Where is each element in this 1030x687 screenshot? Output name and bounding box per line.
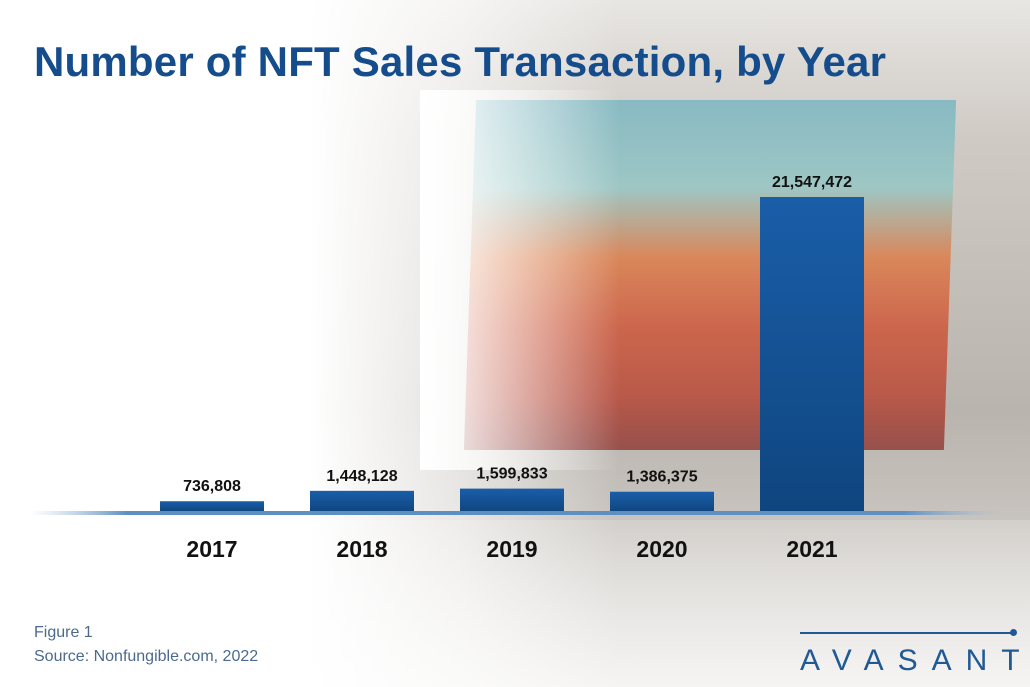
avasant-logo: AVASANT — [800, 644, 1030, 677]
x-tick-label-2020: 2020 — [636, 536, 687, 562]
logo-dot — [1010, 629, 1017, 636]
background-fade — [420, 90, 620, 470]
data-label-2018: 1,448,128 — [326, 468, 397, 485]
bar-2017 — [160, 501, 264, 512]
bar-2018 — [310, 490, 414, 512]
x-tick-label-2017: 2017 — [186, 536, 237, 562]
x-tick-label-2018: 2018 — [336, 536, 387, 562]
data-label-2017: 736,808 — [183, 478, 241, 495]
x-axis-line — [30, 511, 1000, 515]
source-label: Source: Nonfungible.com, 2022 — [34, 648, 259, 665]
figure-label: Figure 1 — [34, 624, 93, 641]
logo-line — [800, 632, 1012, 634]
background-fade-bottom — [0, 520, 1030, 687]
x-tick-label-2019: 2019 — [486, 536, 537, 562]
bar-2020 — [610, 491, 714, 512]
data-label-2020: 1,386,375 — [626, 469, 697, 486]
data-label-2019: 1,599,833 — [476, 466, 547, 483]
data-label-2021: 21,547,472 — [772, 174, 852, 191]
chart-title: Number of NFT Sales Transaction, by Year — [34, 38, 887, 85]
bar-2021 — [760, 197, 864, 512]
x-tick-label-2021: 2021 — [786, 536, 837, 562]
bar-2019 — [460, 488, 564, 512]
